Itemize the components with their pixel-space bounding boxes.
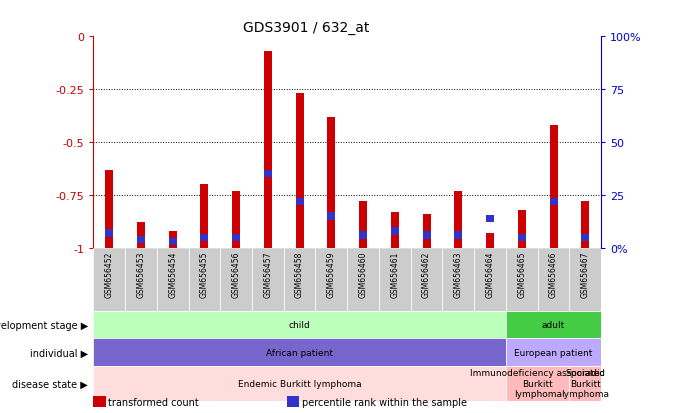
Bar — [347, 248, 379, 311]
Text: individual ▶: individual ▶ — [30, 347, 88, 357]
Bar — [252, 248, 284, 311]
Text: GSM656467: GSM656467 — [581, 252, 590, 298]
Bar — [506, 248, 538, 311]
Bar — [442, 248, 474, 311]
Bar — [220, 248, 252, 311]
Text: GSM656458: GSM656458 — [295, 252, 304, 298]
Bar — [232, 234, 240, 241]
Text: percentile rank within the sample: percentile rank within the sample — [302, 397, 467, 407]
Text: GSM656455: GSM656455 — [200, 252, 209, 298]
Text: GSM656465: GSM656465 — [518, 252, 527, 298]
Text: GSM656457: GSM656457 — [263, 252, 272, 298]
Bar — [538, 248, 569, 311]
Bar — [137, 236, 145, 244]
Bar — [200, 185, 209, 248]
Text: GSM656461: GSM656461 — [390, 252, 399, 298]
Bar — [328, 117, 335, 248]
Bar — [125, 248, 157, 311]
Bar — [105, 230, 113, 237]
Text: GSM656456: GSM656456 — [231, 252, 240, 298]
Bar — [157, 248, 189, 311]
Bar — [423, 214, 430, 248]
Text: African patient: African patient — [266, 348, 333, 357]
Bar — [549, 198, 558, 206]
Bar — [296, 198, 303, 206]
Bar — [93, 366, 506, 401]
Bar — [105, 170, 113, 248]
Bar — [549, 126, 558, 248]
Text: GSM656464: GSM656464 — [486, 252, 495, 298]
Bar — [581, 234, 589, 241]
Bar — [569, 366, 601, 401]
Bar — [264, 171, 272, 178]
Text: Endemic Burkitt lymphoma: Endemic Burkitt lymphoma — [238, 379, 361, 388]
Text: transformed count: transformed count — [108, 397, 199, 407]
Bar — [455, 191, 462, 248]
Bar — [518, 210, 526, 248]
Text: GSM656459: GSM656459 — [327, 252, 336, 298]
Text: GSM656453: GSM656453 — [136, 252, 145, 298]
Bar — [232, 191, 240, 248]
Bar — [391, 228, 399, 235]
Bar — [486, 215, 494, 222]
Bar — [93, 311, 506, 339]
Bar — [410, 248, 442, 311]
Bar — [284, 248, 316, 311]
Bar — [93, 339, 506, 366]
Text: GSM656452: GSM656452 — [104, 252, 113, 298]
Bar — [189, 248, 220, 311]
Bar — [391, 212, 399, 248]
Bar — [506, 311, 601, 339]
Text: GSM656466: GSM656466 — [549, 252, 558, 298]
Text: European patient: European patient — [514, 348, 593, 357]
Text: GSM656463: GSM656463 — [454, 252, 463, 298]
Bar — [486, 233, 494, 248]
Text: development stage ▶: development stage ▶ — [0, 320, 88, 330]
Text: Immunodeficiency associated
Burkitt
lymphoma: Immunodeficiency associated Burkitt lymp… — [470, 368, 605, 398]
Text: Sporadic
Burkitt
lymphoma: Sporadic Burkitt lymphoma — [561, 368, 609, 398]
Bar — [474, 248, 506, 311]
Bar — [359, 232, 367, 239]
Bar — [137, 223, 145, 248]
Bar — [569, 248, 601, 311]
Text: adult: adult — [542, 320, 565, 329]
Bar — [264, 52, 272, 248]
Title: GDS3901 / 632_at: GDS3901 / 632_at — [243, 21, 370, 35]
Bar — [518, 234, 526, 241]
Bar — [316, 248, 347, 311]
Bar — [379, 248, 410, 311]
Bar — [200, 234, 209, 241]
Text: GSM656462: GSM656462 — [422, 252, 431, 298]
Bar — [506, 339, 601, 366]
Bar — [296, 94, 303, 248]
Bar — [93, 248, 125, 311]
Bar — [581, 202, 589, 248]
Text: child: child — [289, 320, 310, 329]
Bar — [359, 202, 367, 248]
Bar — [328, 213, 335, 220]
Text: GSM656460: GSM656460 — [359, 252, 368, 298]
Bar — [423, 232, 430, 239]
Text: GSM656454: GSM656454 — [168, 252, 177, 298]
Bar — [506, 366, 569, 401]
Text: disease state ▶: disease state ▶ — [12, 378, 88, 389]
Bar — [169, 238, 177, 246]
Bar — [455, 232, 462, 239]
Bar — [169, 231, 177, 248]
